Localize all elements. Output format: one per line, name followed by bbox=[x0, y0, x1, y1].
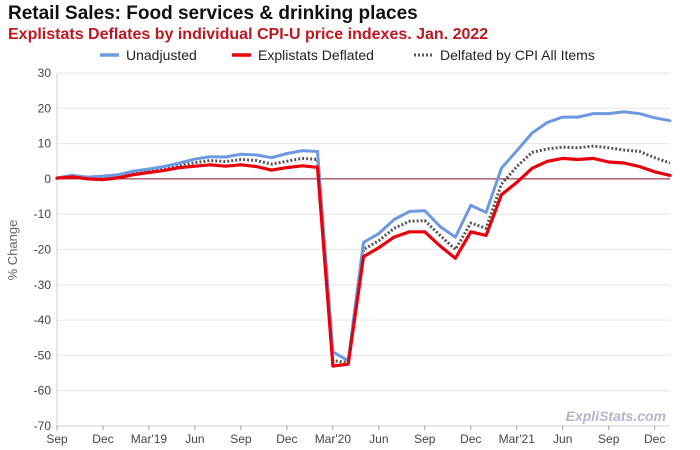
legend: Unadjusted Explistats Deflated Delfated by… bbox=[100, 47, 595, 63]
y-tick-label: 0 bbox=[44, 172, 51, 186]
x-tick-label: Dec bbox=[460, 432, 481, 446]
series-line-1 bbox=[55, 156, 672, 368]
legend-label: Delfated by CPI All Items bbox=[440, 47, 595, 63]
y-tick-label: -10 bbox=[34, 207, 52, 221]
x-tick-label: Dec bbox=[92, 432, 113, 446]
series-lines bbox=[55, 110, 672, 368]
y-tick-label: -20 bbox=[34, 243, 52, 257]
x-tick-label: Jun bbox=[553, 432, 572, 446]
chart-subtitle: Explistats Deflates by individual CPI-U … bbox=[8, 26, 489, 43]
gridlines bbox=[56, 72, 670, 427]
y-axis-ticks: 30 20 10 0 -10 -20 -30 -40 -50 -60 -70 bbox=[34, 66, 52, 433]
x-tick-label: Sep bbox=[46, 432, 68, 446]
x-tick-label: Mar'20 bbox=[315, 432, 352, 446]
y-tick-label: -60 bbox=[34, 384, 52, 398]
chart-title: Retail Sales: Food services & drinking p… bbox=[8, 3, 418, 24]
y-tick-label: -40 bbox=[34, 313, 52, 327]
y-tick-label: -70 bbox=[34, 419, 52, 433]
x-tick-label: Sep bbox=[598, 432, 620, 446]
y-tick-label: 10 bbox=[38, 137, 52, 151]
series-line-0 bbox=[55, 110, 672, 363]
y-tick-label: 20 bbox=[38, 101, 52, 115]
x-tick-label: Sep bbox=[414, 432, 436, 446]
x-tick-label: Mar'19 bbox=[131, 432, 168, 446]
series-line-2 bbox=[56, 144, 671, 364]
legend-label: Explistats Deflated bbox=[258, 47, 374, 63]
legend-label: Unadjusted bbox=[126, 47, 197, 63]
x-tick-label: Dec bbox=[644, 432, 665, 446]
x-tick-label: Mar'21 bbox=[499, 432, 536, 446]
x-axis-ticks: Sep Dec Mar'19 Jun Sep Dec Mar'20 Jun Sep Dec Mar'… bbox=[46, 426, 665, 446]
y-tick-label: -30 bbox=[34, 278, 52, 292]
watermark: ExpliStats.com bbox=[566, 408, 666, 424]
y-tick-label: 30 bbox=[38, 66, 52, 80]
x-tick-label: Sep bbox=[230, 432, 252, 446]
x-tick-label: Jun bbox=[369, 432, 388, 446]
x-tick-label: Dec bbox=[276, 432, 297, 446]
y-axis-label: % Change bbox=[5, 220, 20, 281]
x-tick-label: Jun bbox=[185, 432, 204, 446]
y-tick-label: -50 bbox=[34, 348, 52, 362]
